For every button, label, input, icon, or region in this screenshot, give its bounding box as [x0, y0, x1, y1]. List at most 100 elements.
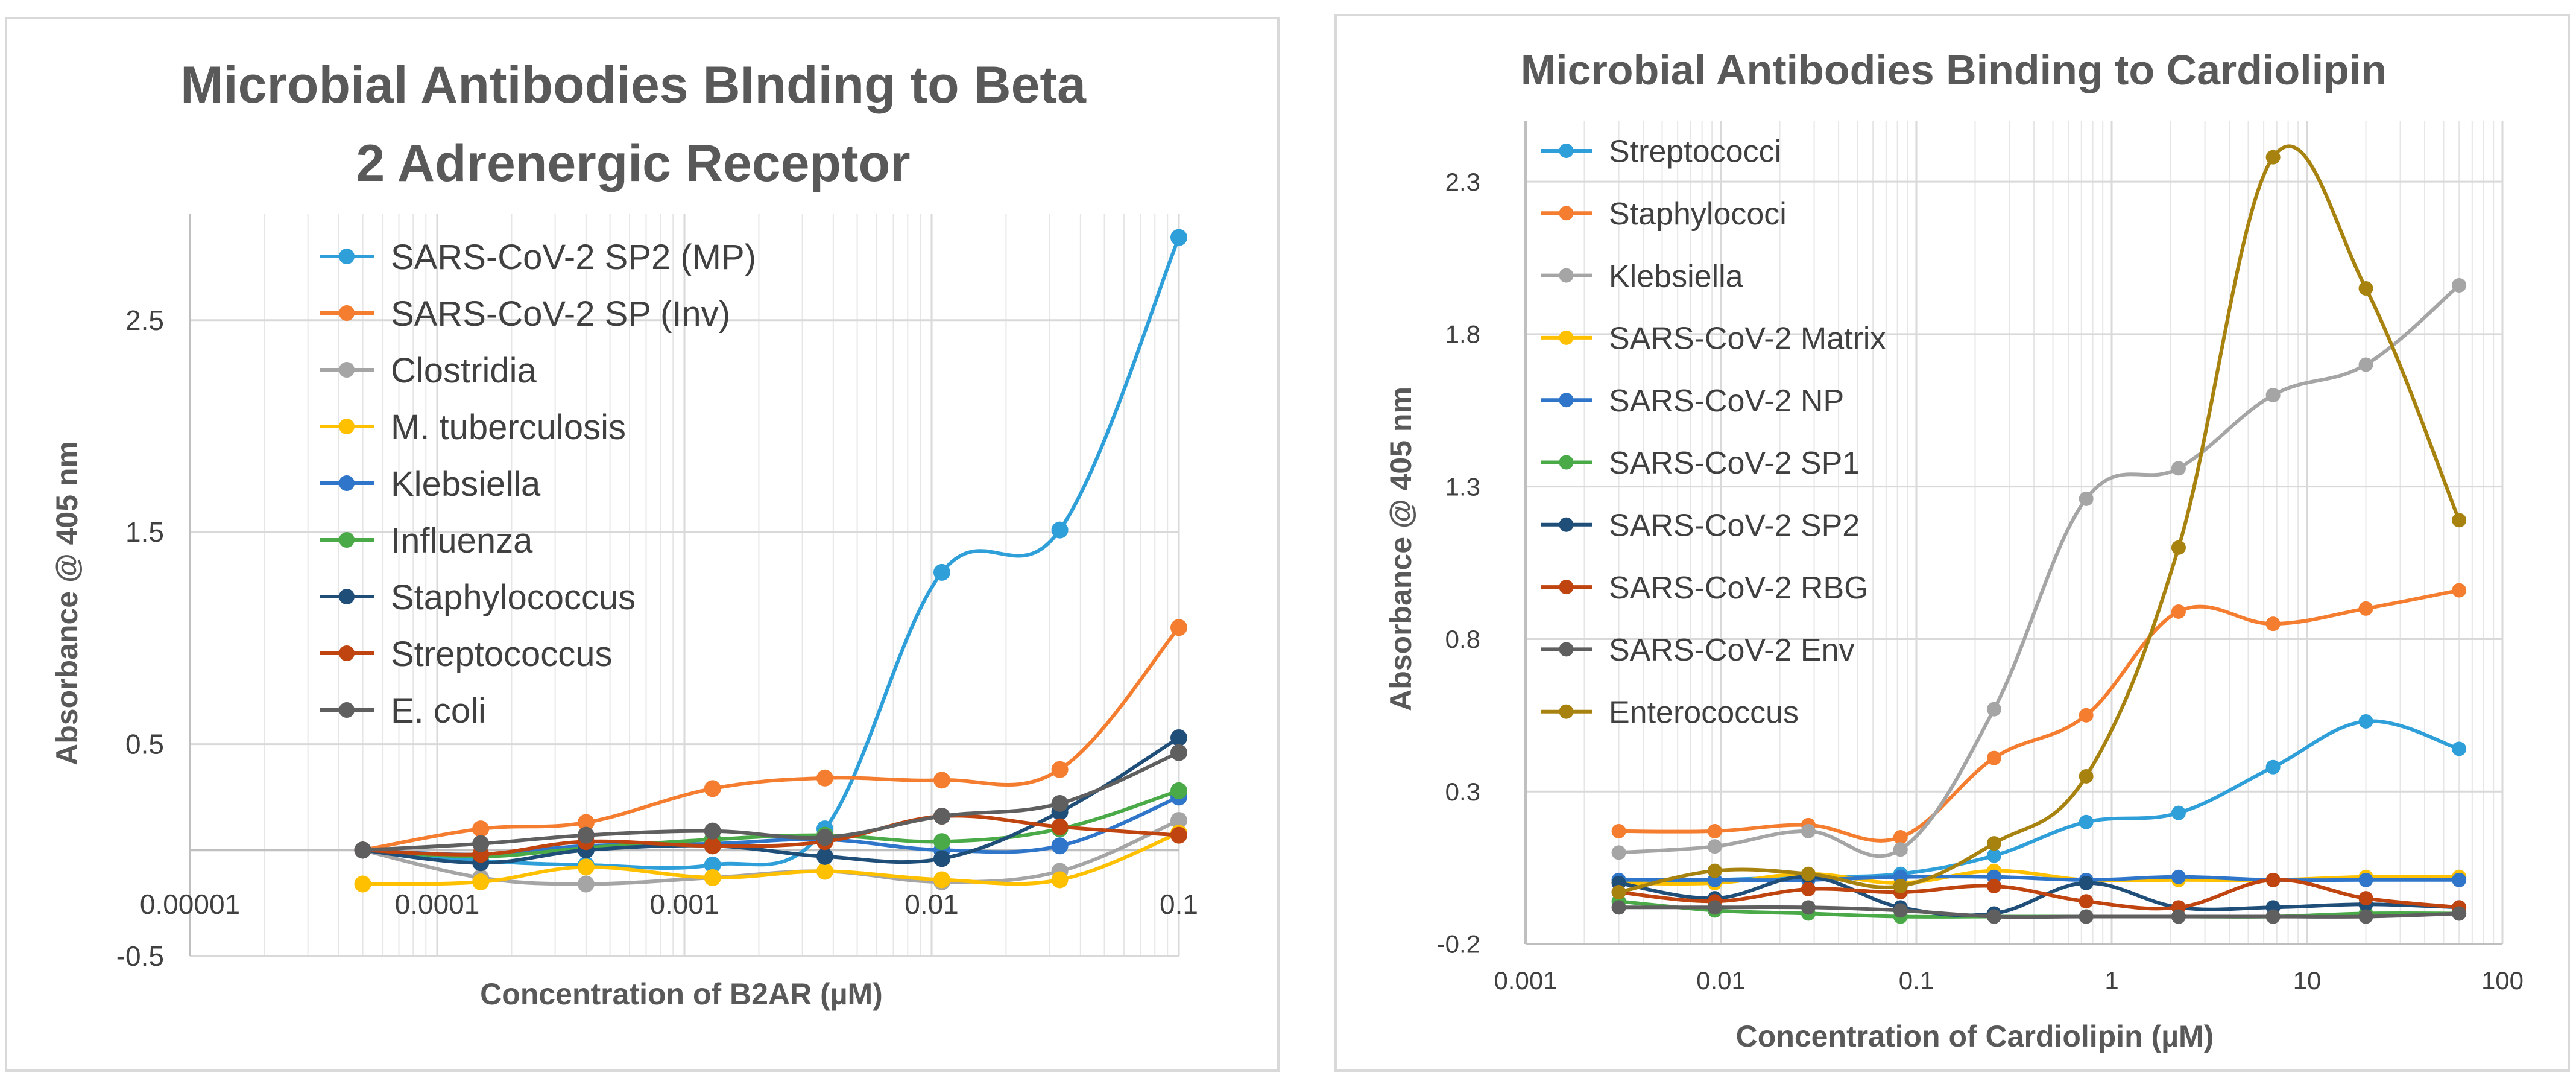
data-point — [933, 850, 950, 867]
legend-item: SARS-CoV-2 SP2 (MP) — [320, 238, 756, 277]
data-point — [2079, 708, 2094, 723]
data-point — [933, 833, 950, 851]
data-point — [2265, 150, 2281, 165]
data-point — [933, 772, 950, 789]
chart-2-y-axis-label: Absorbance @ 405 nm — [1384, 387, 1418, 711]
data-point — [816, 769, 833, 787]
data-point — [2358, 281, 2373, 296]
y-tick-label: -0.5 — [116, 940, 164, 972]
data-point — [704, 856, 721, 873]
data-point — [1611, 823, 1626, 838]
x-tick-label: 0.001 — [1494, 966, 1557, 995]
y-tick-label: 0.8 — [1445, 625, 1480, 653]
data-point — [2452, 906, 2467, 921]
legend-item: Influenza — [320, 521, 533, 560]
legend-label: E. coli — [391, 691, 486, 730]
x-tick-label: 0.1 — [1899, 966, 1934, 995]
data-point — [1893, 842, 1908, 857]
chart-1-series — [354, 229, 1187, 893]
data-point — [1707, 823, 1722, 838]
data-point — [2265, 759, 2281, 775]
data-point — [1170, 826, 1187, 844]
series-line-7 — [1617, 875, 2461, 917]
data-point — [1893, 830, 1908, 845]
chart-1-y-axis-label: Absorbance @ 405 nm — [50, 441, 84, 765]
data-point — [2358, 909, 2373, 924]
chart-2-x-axis-label: Concentration of Cardiolipin (µM) — [1736, 1019, 2214, 1053]
legend-label: Influenza — [391, 521, 533, 560]
legend-item: Enterococcus — [1541, 695, 1799, 730]
x-tick-label: 0.1 — [1160, 889, 1198, 920]
data-point — [2079, 909, 2094, 924]
data-point — [2079, 875, 2094, 890]
legend-item: SARS-CoV-2 SP1 — [1541, 446, 1860, 481]
legend-item: E. coli — [320, 691, 486, 730]
data-point — [1986, 878, 2001, 893]
data-point — [2171, 604, 2186, 619]
data-point — [1893, 903, 1908, 918]
data-point — [2265, 388, 2281, 402]
series-line-9 — [1617, 905, 2461, 919]
legend-swatch-marker — [1559, 206, 1574, 221]
legend-swatch-marker — [339, 532, 355, 548]
data-point — [2452, 741, 2467, 756]
legend-label: SARS-CoV-2 Matrix — [1609, 322, 1886, 356]
data-point — [1986, 702, 2001, 717]
data-point — [2358, 357, 2373, 372]
legend-item: Streptococcus — [320, 635, 613, 674]
y-tick-label: 2.5 — [125, 305, 164, 336]
data-point — [1893, 878, 1908, 893]
data-point — [1707, 900, 1722, 915]
y-tick-label: 1.8 — [1445, 320, 1480, 349]
chart-2-axes: 0.001 0.01 0.1 1 10 100 -0.2 0.3 0.8 1.3 1.8 2.3 — [1437, 121, 2524, 995]
legend-swatch-marker — [339, 419, 355, 434]
data-point — [577, 858, 595, 876]
legend-swatch-marker — [1559, 580, 1574, 595]
y-tick-label: 1.5 — [125, 516, 164, 548]
legend-swatch-marker — [1559, 268, 1574, 283]
data-point — [1801, 823, 1816, 838]
data-point — [1170, 619, 1187, 636]
chart-2-legend: Streptococci Staphylococi Klebsiella SARS-C… — [1541, 135, 1886, 730]
legend-item: SARS-CoV-2 SP (Inv) — [320, 294, 730, 334]
data-point — [1170, 729, 1187, 747]
chart-1-legend: SARS-CoV-2 SP2 (MP) SARS-CoV-2 SP (Inv) Cl… — [320, 238, 756, 730]
legend-item: Staphylococcus — [320, 578, 636, 617]
legend-label: SARS-CoV-2 SP (Inv) — [391, 294, 730, 334]
data-point — [2079, 814, 2094, 829]
data-point — [2079, 894, 2094, 909]
legend-label: SARS-CoV-2 Env — [1609, 633, 1855, 668]
data-point — [2171, 461, 2186, 476]
series-line-8 — [361, 814, 1181, 857]
legend-label: M. tuberculosis — [391, 408, 626, 447]
data-point — [704, 837, 721, 855]
x-tick-label: 100 — [2481, 966, 2524, 995]
data-point — [1170, 812, 1187, 829]
y-tick-label: 0.3 — [1445, 778, 1480, 806]
data-point — [2452, 513, 2467, 528]
y-tick-label: 1.3 — [1445, 472, 1480, 501]
data-point — [1051, 818, 1069, 835]
data-point — [1611, 900, 1626, 915]
legend-label: Clostridia — [391, 351, 537, 390]
data-point — [2171, 869, 2186, 884]
legend-item: SARS-CoV-2 Matrix — [1541, 322, 1886, 356]
legend-swatch-marker — [1559, 704, 1574, 719]
legend-label: SARS-CoV-2 SP1 — [1609, 446, 1860, 481]
chart-2-series — [1611, 144, 2467, 924]
chart-1-x-axis-label: Concentration of B2AR (µM) — [480, 977, 883, 1011]
series-line-9 — [361, 750, 1181, 852]
data-point — [1611, 885, 1626, 900]
series-line-5 — [1617, 875, 2461, 882]
x-tick-label: 0.01 — [1696, 966, 1746, 995]
legend-swatch-marker — [1559, 455, 1574, 470]
data-point — [1170, 229, 1187, 246]
data-point — [816, 829, 833, 846]
data-point — [2079, 491, 2094, 506]
data-point — [1986, 836, 2001, 851]
data-point — [933, 871, 950, 889]
data-point — [704, 780, 721, 797]
series-line-4 — [361, 831, 1181, 886]
data-point — [2358, 891, 2373, 906]
